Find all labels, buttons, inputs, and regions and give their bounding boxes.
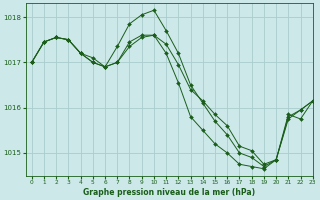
X-axis label: Graphe pression niveau de la mer (hPa): Graphe pression niveau de la mer (hPa) <box>83 188 255 197</box>
